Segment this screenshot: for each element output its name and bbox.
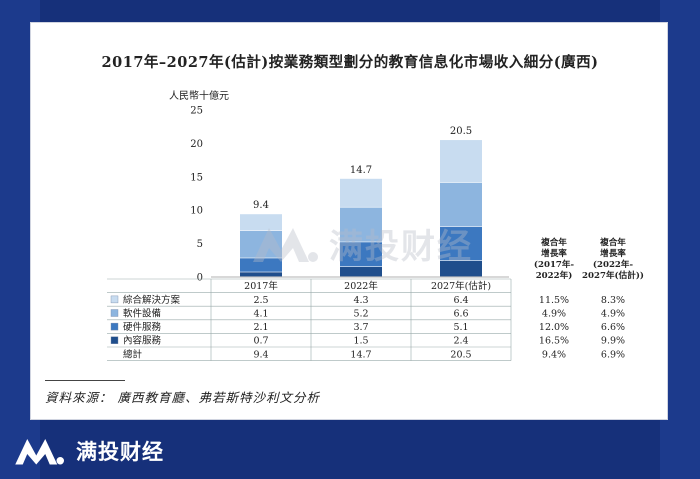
bar-total-label: 9.4 — [253, 200, 269, 211]
table-cell: 2.1 — [253, 322, 268, 333]
bar-segment — [440, 260, 482, 277]
legend-swatch — [110, 322, 119, 331]
brand-logo-icon — [15, 439, 64, 465]
table-cell: 0.7 — [253, 336, 268, 347]
watermark: 满投财经 — [251, 219, 473, 268]
cagr-cell: 6.6% — [601, 322, 625, 333]
cagr-cell: 8.3% — [601, 295, 625, 306]
brand: 满投财经 — [12, 436, 164, 466]
y-tick-label: 25 — [190, 106, 203, 117]
table-cell: 3.7 — [353, 322, 368, 333]
bar-segment — [240, 272, 282, 277]
y-tick-label: 0 — [197, 273, 203, 284]
bar-segment — [340, 266, 382, 277]
brand-text: 满投财经 — [76, 440, 164, 464]
table-cell: 5.1 — [453, 322, 468, 333]
cagr-header: 2022年) — [536, 269, 573, 281]
cagr-header: (2017年- — [534, 258, 575, 270]
cagr-header: 增長率 — [600, 247, 626, 259]
x-tick-label: 2027年(估計) — [431, 280, 491, 292]
source-rule — [45, 380, 125, 381]
legend-entry: 綜合解決方案 — [123, 294, 181, 306]
y-tick-label: 15 — [190, 172, 203, 183]
legend-swatch — [110, 295, 119, 304]
table-cell: 14.7 — [350, 349, 371, 360]
y-axis-label: 人民幣十億元 — [169, 89, 229, 102]
cagr-header: 複合年 — [599, 236, 626, 248]
y-tick-label: 5 — [197, 239, 203, 250]
legend-entry: 硬件服務 — [123, 321, 162, 333]
legend-entry: 內容服務 — [123, 335, 162, 347]
table-cell: 20.5 — [450, 349, 471, 360]
watermark-text: 满投财经 — [329, 227, 473, 267]
legend-swatch — [110, 309, 119, 317]
source-note: 資料來源： 廣西教育廳、弗若斯特沙利文分析 — [45, 390, 320, 405]
chart-title: 2017年–2027年(估計)按業務類型劃分的教育信息化市場收入細分(廣西) — [101, 54, 599, 71]
table-cell: 2.4 — [453, 336, 468, 347]
cagr-cell: 4.9% — [542, 309, 566, 320]
cagr-cell: 4.9% — [601, 309, 625, 320]
bar-segment — [340, 242, 382, 267]
x-tick-label: 2017年 — [244, 280, 278, 292]
cagr-cell: 12.0% — [539, 322, 569, 333]
watermark-logo-icon — [253, 227, 318, 262]
bar-total-label: 14.7 — [350, 165, 372, 176]
bar-segment — [440, 226, 482, 261]
cagr-cell: 9.9% — [601, 336, 625, 347]
table-cell: 6.4 — [453, 295, 468, 306]
table-cell: 9.4 — [253, 349, 268, 360]
bar-segment — [340, 178, 382, 207]
table-cell: 1.5 — [353, 336, 368, 347]
table-cell: 5.2 — [353, 309, 368, 320]
cagr-header: 增長率 — [541, 247, 567, 259]
bar-segment — [240, 258, 282, 272]
total-row-label: 總計 — [123, 348, 143, 360]
cagr-header: 2027年(估計)) — [582, 269, 644, 281]
table-cell: 4.1 — [253, 309, 268, 320]
cagr-header: 複合年 — [540, 236, 567, 248]
chart-card: 2017年–2027年(估計)按業務類型劃分的教育信息化市場收入細分(廣西) 人… — [30, 22, 668, 420]
cagr-cell: 11.5% — [539, 295, 569, 306]
bar-segment — [440, 182, 482, 227]
cagr-header: (2022年- — [593, 258, 634, 270]
cagr-cell: 6.9% — [601, 349, 625, 360]
legend-swatch — [110, 336, 119, 344]
bar-segment — [340, 207, 382, 242]
y-tick-label: 20 — [190, 139, 203, 150]
bar-segment — [440, 140, 482, 183]
y-tick-label: 10 — [190, 206, 203, 217]
cagr-cell: 16.5% — [539, 336, 569, 347]
bar-segment — [240, 230, 282, 258]
bar-segment — [240, 214, 282, 231]
x-tick-label: 2022年 — [344, 280, 378, 292]
stacked-bar-chart: 人民幣十億元 0 5 10 15 20 25 9.4 14.7 20.5 2017年 2022年 202… — [107, 89, 644, 361]
cagr-cell: 9.4% — [542, 349, 566, 360]
table-cell: 4.3 — [353, 295, 368, 306]
table-cell: 6.6 — [453, 309, 468, 320]
bar-total-label: 20.5 — [450, 126, 472, 137]
legend-entry: 軟件設備 — [123, 308, 161, 320]
table-cell: 2.5 — [253, 295, 268, 306]
